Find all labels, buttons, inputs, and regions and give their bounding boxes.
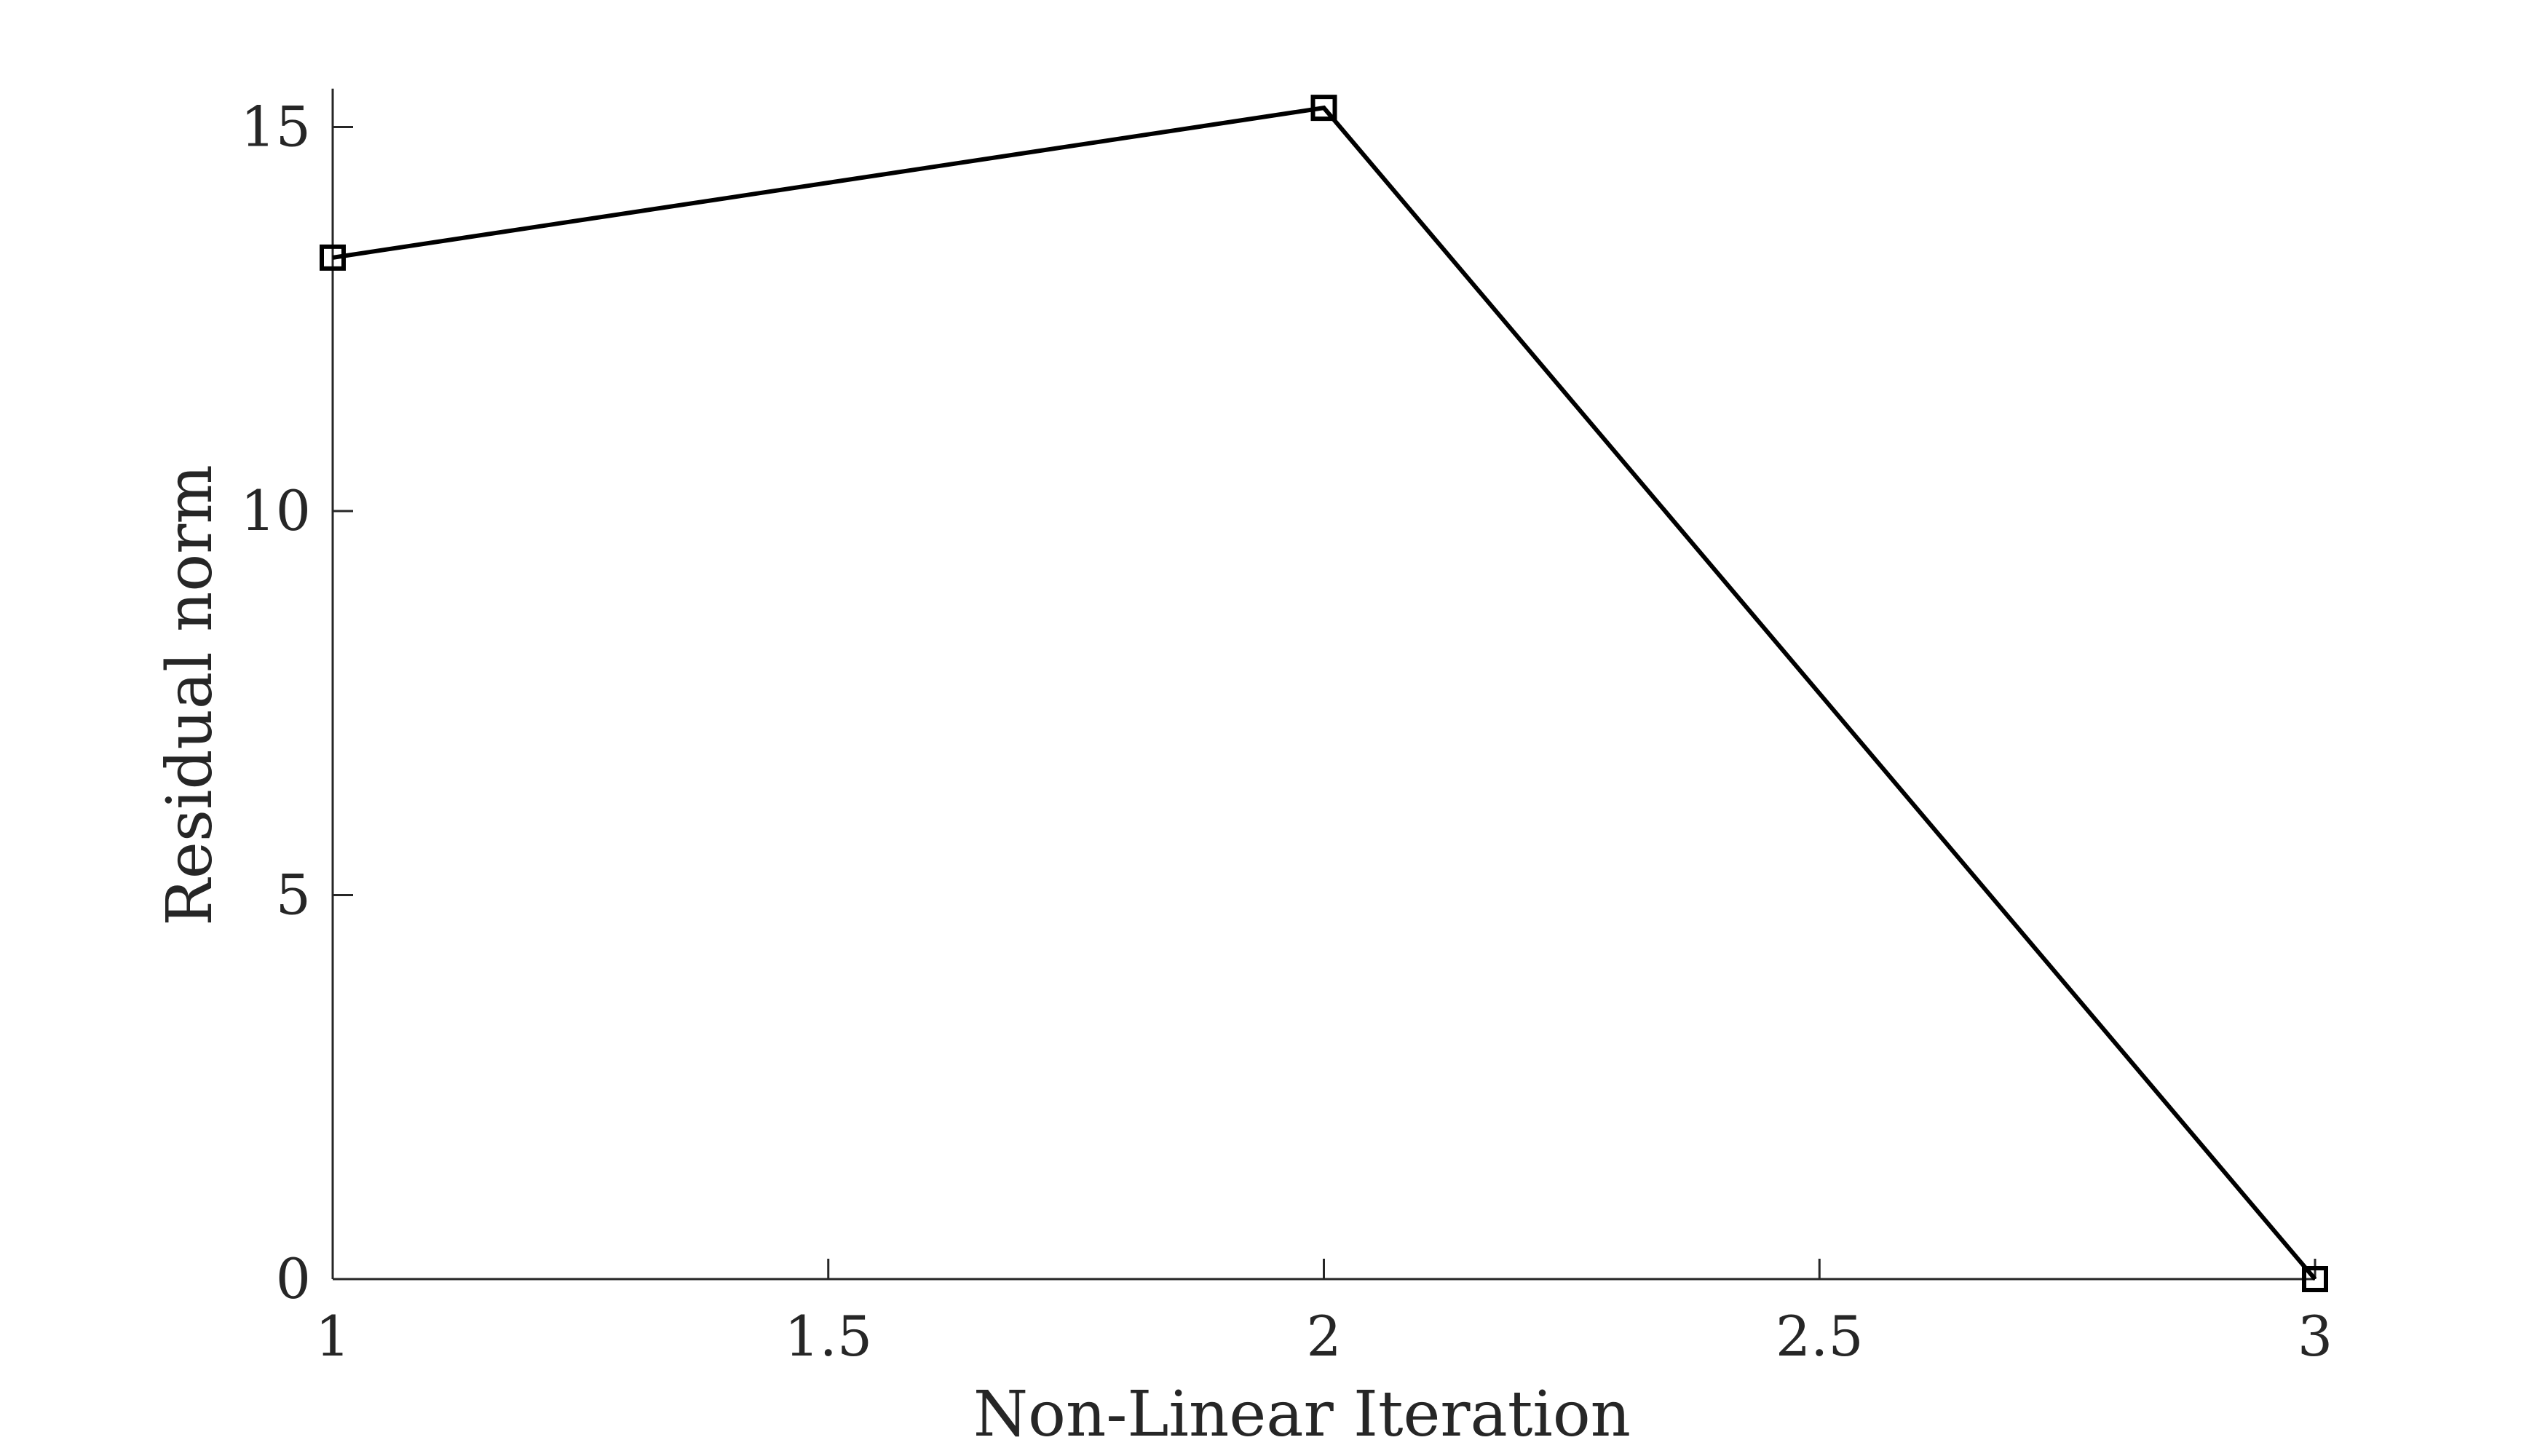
data-point-marker	[2302, 1266, 2328, 1292]
data-point-marker	[320, 244, 346, 271]
y-tick-label: 15	[240, 95, 311, 159]
x-tick-label: 3	[2298, 1304, 2333, 1369]
x-axis-title: Non-Linear Iteration	[973, 1378, 1631, 1451]
series-line	[332, 105, 2317, 1281]
y-tick-label: 10	[240, 478, 311, 543]
x-tick-label: 1	[315, 1304, 350, 1369]
y-tick-label: 0	[276, 1246, 311, 1311]
data-point-marker	[1310, 95, 1337, 122]
x-tick-label: 2	[1306, 1304, 1341, 1369]
y-tick-label: 5	[276, 863, 311, 927]
y-axis-title: Residual norm	[154, 464, 226, 926]
ticks: 1 1.5 2 2.5 3 0 5 10 15	[240, 95, 2333, 1369]
x-tick-label: 2.5	[1776, 1304, 1864, 1369]
x-tick-label: 1.5	[784, 1304, 872, 1369]
axes	[331, 88, 2315, 1281]
series	[320, 95, 2328, 1292]
